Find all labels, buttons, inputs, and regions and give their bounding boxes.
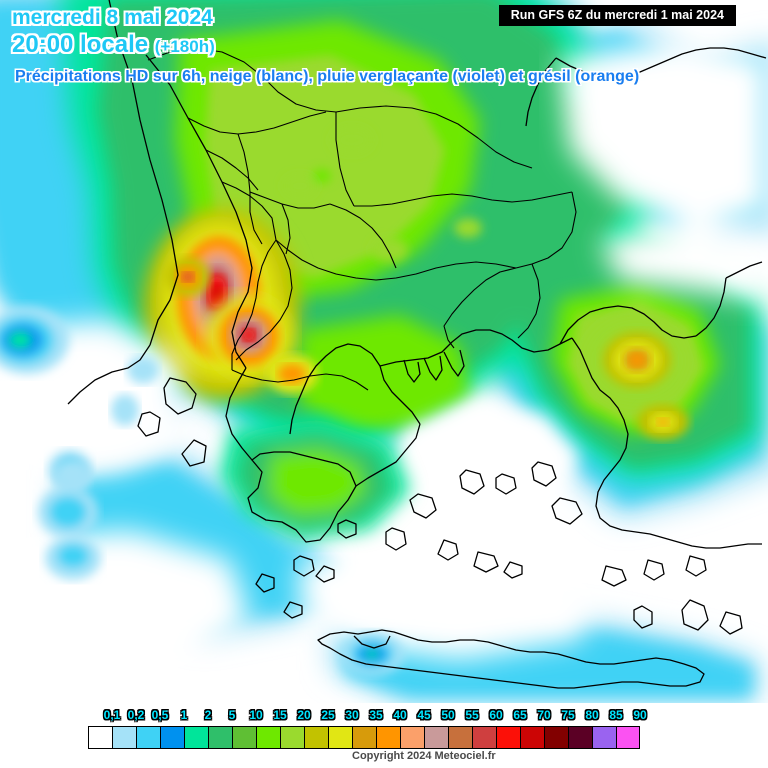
legend-label-85: 85 — [609, 708, 623, 722]
legend-swatch-6[interactable] — [232, 726, 256, 749]
legend-swatch-22[interactable] — [616, 726, 640, 749]
legend-swatch-15[interactable] — [448, 726, 472, 749]
forecast-lead-time: (+180h) — [154, 37, 215, 56]
legend-swatch-16[interactable] — [472, 726, 496, 749]
precip-max-secondary — [205, 295, 293, 379]
legend-label-45: 45 — [417, 708, 431, 722]
legend-label-35: 35 — [369, 708, 383, 722]
precip-cell-turkey-south — [637, 404, 689, 440]
legend-label-0-1: 0,1 — [103, 708, 121, 722]
precip-max-turkey — [587, 319, 687, 403]
legend-label-60: 60 — [489, 708, 503, 722]
legend-label-10: 10 — [249, 708, 263, 722]
legend-label-90: 90 — [633, 708, 647, 722]
legend-label-40: 40 — [393, 708, 407, 722]
legend-label-0-5: 0,5 — [151, 708, 169, 722]
legend-swatch-14[interactable] — [424, 726, 448, 749]
legend-swatch-8[interactable] — [280, 726, 304, 749]
legend-label-65: 65 — [513, 708, 527, 722]
borders-layer — [147, 47, 577, 391]
legend-label-20: 20 — [297, 708, 311, 722]
forecast-time-row: 20:00 locale (+180h) — [12, 31, 215, 59]
precipitation-colorbar[interactable] — [88, 726, 640, 749]
legend-label-1: 1 — [180, 708, 188, 722]
legend-label-5: 5 — [228, 708, 236, 722]
copyright-notice: Copyright 2024 Meteociel.fr — [352, 750, 496, 762]
precip-cells-ionian — [0, 306, 159, 580]
legend-swatch-20[interactable] — [568, 726, 592, 749]
legend-swatch-3[interactable] — [160, 726, 184, 749]
legend-swatch-12[interactable] — [376, 726, 400, 749]
forecast-date: mercredi 8 mai 2024 — [12, 6, 213, 29]
legend-swatch-7[interactable] — [256, 726, 280, 749]
legend-label-15: 15 — [273, 708, 287, 722]
legend-label-50: 50 — [441, 708, 455, 722]
legend-swatch-5[interactable] — [208, 726, 232, 749]
map-canvas — [0, 0, 768, 700]
legend-label-80: 80 — [585, 708, 599, 722]
legend-swatch-9[interactable] — [304, 726, 328, 749]
legend-label-0-2: 0,2 — [127, 708, 145, 722]
legend-swatch-19[interactable] — [544, 726, 568, 749]
legend-swatch-0[interactable] — [88, 726, 112, 749]
legend-swatch-2[interactable] — [136, 726, 160, 749]
legend-label-70: 70 — [537, 708, 551, 722]
legend-swatch-13[interactable] — [400, 726, 424, 749]
legend-label-2: 2 — [204, 708, 212, 722]
legend-swatch-21[interactable] — [592, 726, 616, 749]
legend-label-55: 55 — [465, 708, 479, 722]
legend-swatch-4[interactable] — [184, 726, 208, 749]
precipitation-field — [0, 0, 768, 700]
map-subtitle: Précipitations HD sur 6h, neige (blanc),… — [15, 68, 640, 85]
legend-swatch-18[interactable] — [520, 726, 544, 749]
legend-swatch-1[interactable] — [112, 726, 136, 749]
legend-swatch-11[interactable] — [352, 726, 376, 749]
precip-cell-crete — [340, 632, 404, 676]
legend-label-25: 25 — [321, 708, 335, 722]
legend-tick-labels: 0,1 0,2 0,5 1 2 5 10 15 20 25 30 35 40 45 50 55 60 65 70 75… — [0, 708, 768, 726]
forecast-time: 20:00 locale — [12, 31, 149, 58]
legend-swatch-10[interactable] — [328, 726, 352, 749]
legend-label-75: 75 — [561, 708, 575, 722]
model-run-banner: Run GFS 6Z du mercredi 1 mai 2024 — [498, 5, 736, 26]
precipitation-map[interactable] — [0, 0, 768, 703]
legend-label-30: 30 — [345, 708, 359, 722]
legend-swatch-17[interactable] — [496, 726, 520, 749]
